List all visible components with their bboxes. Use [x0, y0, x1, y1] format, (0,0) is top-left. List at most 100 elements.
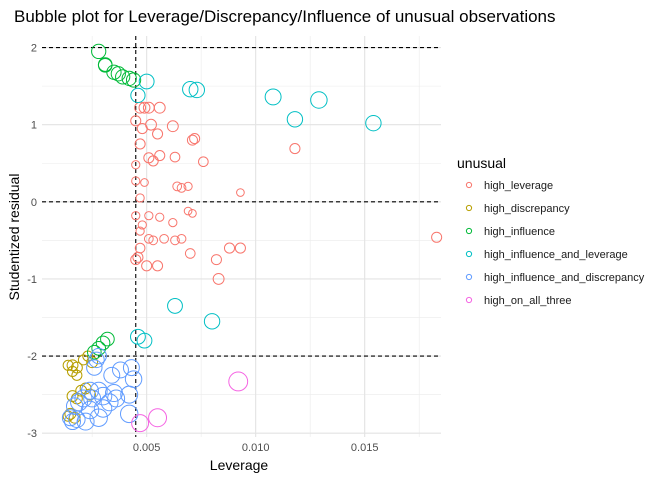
- legend-title: unusual: [457, 155, 506, 171]
- series-high_influence: [87, 43, 142, 360]
- data-point: [135, 226, 145, 236]
- legend-label: high_influence_and_discrepancy: [484, 272, 645, 284]
- data-point: [107, 389, 126, 408]
- data-point: [152, 260, 164, 272]
- data-point: [148, 408, 168, 428]
- data-point: [198, 156, 209, 168]
- data-point: [148, 235, 159, 246]
- data-point: [112, 361, 129, 379]
- data-point: [86, 359, 103, 376]
- data-point: [147, 155, 159, 167]
- data-point: [131, 211, 141, 221]
- series-high_on_all_three: [131, 371, 249, 433]
- data-point: [120, 385, 139, 404]
- data-point: [131, 414, 150, 433]
- data-point: [124, 370, 143, 388]
- x-tick-label: 0.010: [242, 442, 270, 454]
- data-point: [87, 344, 102, 360]
- data-point: [203, 313, 221, 330]
- data-point: [137, 220, 147, 230]
- y-tick-label: 1: [31, 120, 37, 132]
- data-point: [100, 331, 115, 347]
- data-point: [138, 101, 151, 114]
- data-point: [83, 389, 102, 408]
- data-point: [143, 233, 154, 244]
- y-tick-label: -2: [27, 351, 37, 363]
- data-point: [289, 143, 301, 155]
- data-point: [136, 332, 153, 349]
- data-point: [182, 81, 199, 98]
- data-point: [153, 101, 166, 114]
- data-point: [310, 91, 328, 109]
- data-point: [61, 409, 79, 427]
- legend-key: [465, 227, 473, 235]
- data-point: [176, 233, 187, 244]
- series-high_influence_and_discrepancy: [61, 347, 143, 431]
- data-point: [188, 209, 197, 218]
- data-point: [172, 181, 183, 192]
- data-point: [91, 43, 107, 60]
- data-point: [431, 231, 443, 243]
- data-point: [115, 69, 131, 85]
- x-tick-label: 0.015: [351, 442, 379, 454]
- data-point: [103, 366, 121, 384]
- data-point: [125, 72, 142, 88]
- legend-label: high_influence: [484, 226, 555, 238]
- legend-key: [465, 296, 473, 304]
- y-tick-label: 2: [31, 43, 37, 55]
- data-point: [145, 118, 157, 131]
- data-point: [138, 73, 155, 90]
- data-point: [122, 359, 140, 377]
- data-point: [286, 111, 304, 128]
- x-axis-title: Leverage: [210, 457, 269, 473]
- data-point: [365, 114, 382, 132]
- y-axis-title: Studentized residual: [6, 174, 22, 301]
- data-point: [93, 399, 113, 418]
- data-point: [166, 120, 179, 133]
- legend-label: high_on_all_three: [484, 295, 571, 307]
- legend-key: [465, 204, 473, 212]
- data-point: [140, 178, 149, 187]
- data-point: [168, 218, 178, 228]
- plot-panel: 0.005 0.010 0.015 -3 -2 -1 0 1 2: [27, 36, 443, 454]
- legend-key: [465, 273, 473, 281]
- data-point: [119, 404, 139, 424]
- data-point: [264, 88, 282, 106]
- data-point: [169, 151, 181, 163]
- data-point: [141, 260, 153, 272]
- data-point: [90, 347, 107, 365]
- data-point: [135, 193, 145, 203]
- legend-key: [465, 181, 473, 189]
- data-point: [134, 242, 146, 254]
- legend-label: high_discrepancy: [484, 203, 570, 215]
- data-point: [167, 297, 183, 314]
- legend-label: high_leverage: [484, 180, 553, 192]
- data-point: [155, 212, 165, 222]
- data-point: [70, 393, 89, 412]
- data-point: [130, 254, 142, 266]
- data-point: [183, 206, 193, 216]
- data-point: [212, 272, 225, 285]
- data-point: [184, 248, 196, 259]
- data-point: [80, 381, 99, 400]
- data-point: [131, 176, 141, 186]
- data-point: [234, 242, 246, 254]
- data-point: [86, 356, 99, 369]
- series-high_leverage: [130, 101, 443, 285]
- chart-title: Bubble plot for Leverage/Discrepancy/Inf…: [14, 7, 556, 26]
- data-point: [106, 64, 122, 80]
- data-point: [236, 188, 245, 197]
- data-point: [93, 386, 113, 406]
- y-tick-label: -1: [27, 274, 37, 286]
- legend-label: high_influence_and_leverage: [484, 249, 628, 261]
- data-point: [66, 359, 79, 372]
- data-point: [110, 66, 126, 82]
- data-point: [228, 371, 249, 392]
- data-point: [91, 340, 107, 356]
- data-point: [144, 211, 154, 221]
- legend-key: [465, 250, 473, 258]
- data-point: [183, 181, 193, 191]
- data-point: [68, 410, 86, 428]
- legend: unusual high_leverage high_discrepancyhig…: [457, 155, 645, 307]
- data-point: [154, 149, 166, 162]
